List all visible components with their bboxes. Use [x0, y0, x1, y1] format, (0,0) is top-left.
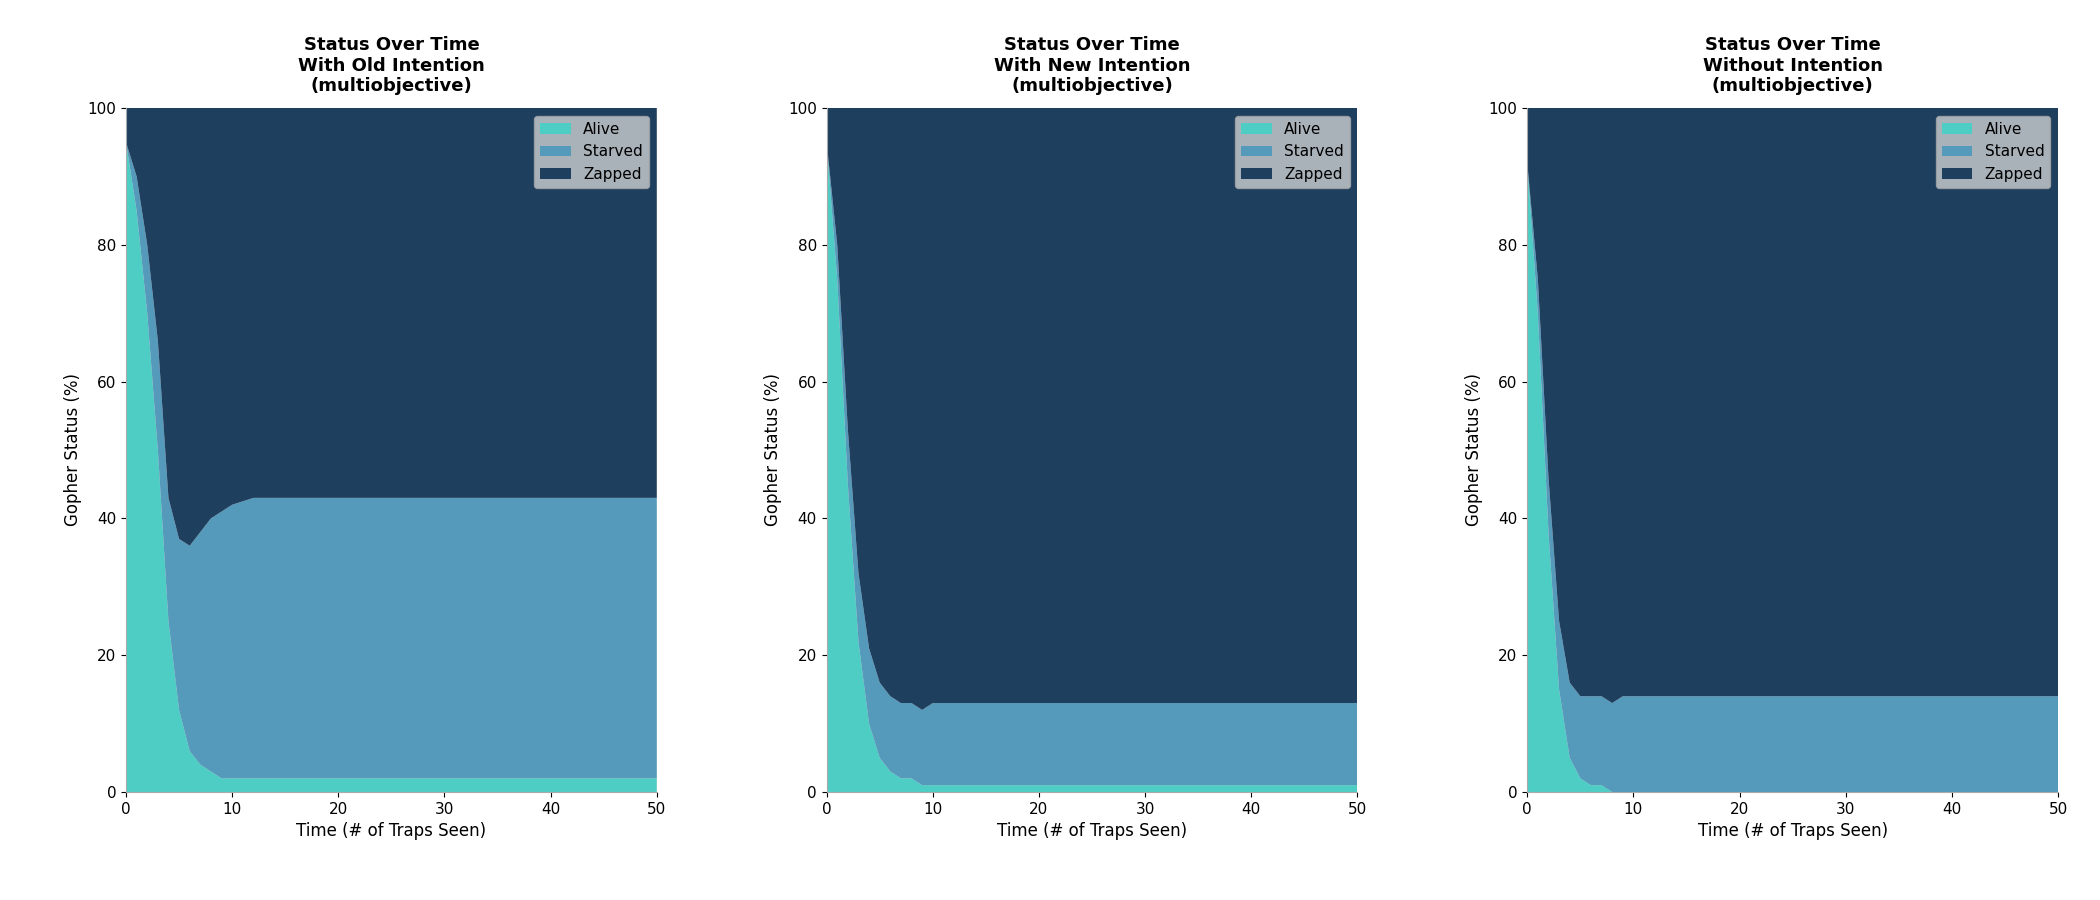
X-axis label: Time (# of Traps Seen): Time (# of Traps Seen) [998, 823, 1186, 841]
Legend: Alive, Starved, Zapped: Alive, Starved, Zapped [1936, 115, 2050, 188]
Legend: Alive, Starved, Zapped: Alive, Starved, Zapped [533, 115, 649, 188]
Title: Status Over Time
With New Intention
(multiobjective): Status Over Time With New Intention (mul… [993, 36, 1191, 95]
Title: Status Over Time
With Old Intention
(multiobjective): Status Over Time With Old Intention (mul… [298, 36, 485, 95]
Legend: Alive, Starved, Zapped: Alive, Starved, Zapped [1235, 115, 1350, 188]
Title: Status Over Time
Without Intention
(multiobjective): Status Over Time Without Intention (mult… [1703, 36, 1882, 95]
Y-axis label: Gopher Status (%): Gopher Status (%) [764, 374, 783, 526]
X-axis label: Time (# of Traps Seen): Time (# of Traps Seen) [1697, 823, 1888, 841]
Y-axis label: Gopher Status (%): Gopher Status (%) [1466, 374, 1483, 526]
X-axis label: Time (# of Traps Seen): Time (# of Traps Seen) [296, 823, 487, 841]
Y-axis label: Gopher Status (%): Gopher Status (%) [63, 374, 82, 526]
